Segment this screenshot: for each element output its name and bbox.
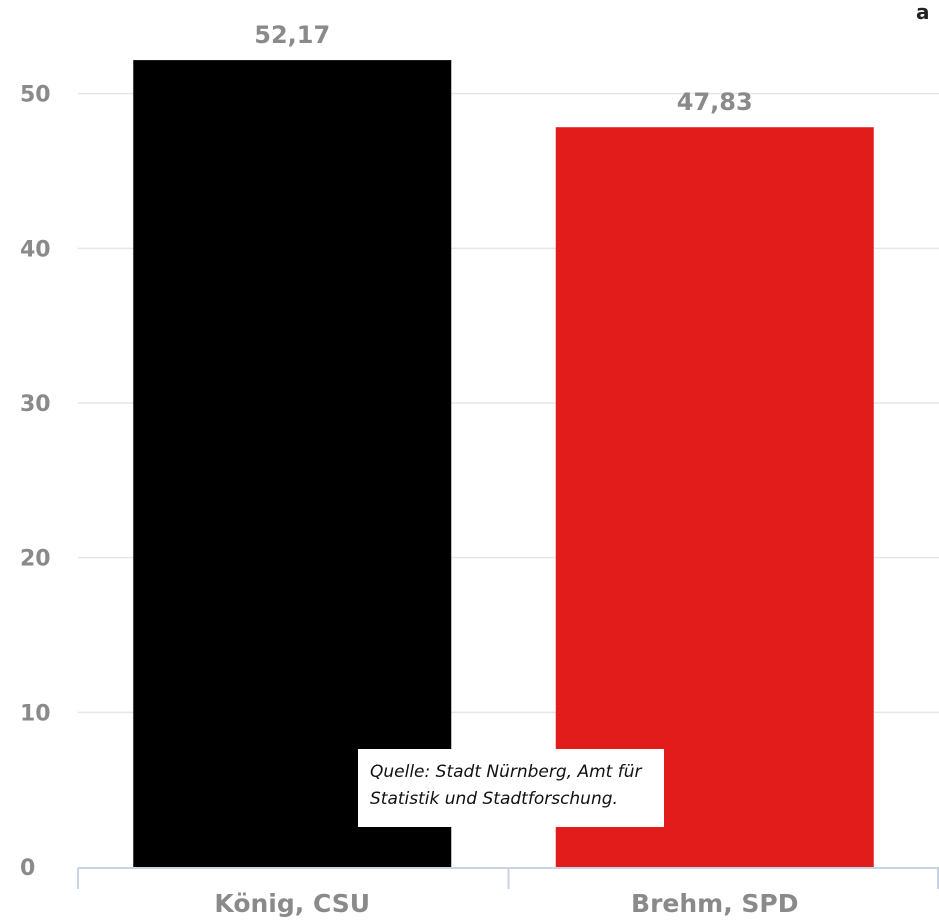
y-axis-ticks: 0 10 20 30 40 50 xyxy=(20,83,51,881)
y-tick-label-40: 40 xyxy=(20,237,51,262)
bar-1 xyxy=(133,60,452,867)
x-axis: König, CSU Brehm, SPD xyxy=(77,867,939,918)
data-label-2: 47,83 xyxy=(677,88,753,116)
y-tick-label-30: 30 xyxy=(20,392,51,417)
source-note-line2: Statistik und Stadtforschung. xyxy=(370,789,618,809)
data-labels: 52,17 47,83 xyxy=(254,21,752,116)
x-category-label-2: Brehm, SPD xyxy=(631,889,798,918)
y-tick-label-10: 10 xyxy=(20,701,51,726)
corner-fragment: a xyxy=(916,0,930,24)
source-note-line1: Quelle: Stadt Nürnberg, Amt für xyxy=(370,762,642,782)
y-tick-label-50: 50 xyxy=(20,83,51,108)
source-note: Quelle: Stadt Nürnberg, Amt für Statisti… xyxy=(358,749,664,827)
y-tick-label-20: 20 xyxy=(20,547,51,572)
bars xyxy=(133,60,874,868)
data-label-1: 52,17 xyxy=(254,21,330,49)
bar-2 xyxy=(555,127,874,868)
x-category-label-1: König, CSU xyxy=(214,889,370,918)
y-tick-label-0: 0 xyxy=(20,856,35,881)
